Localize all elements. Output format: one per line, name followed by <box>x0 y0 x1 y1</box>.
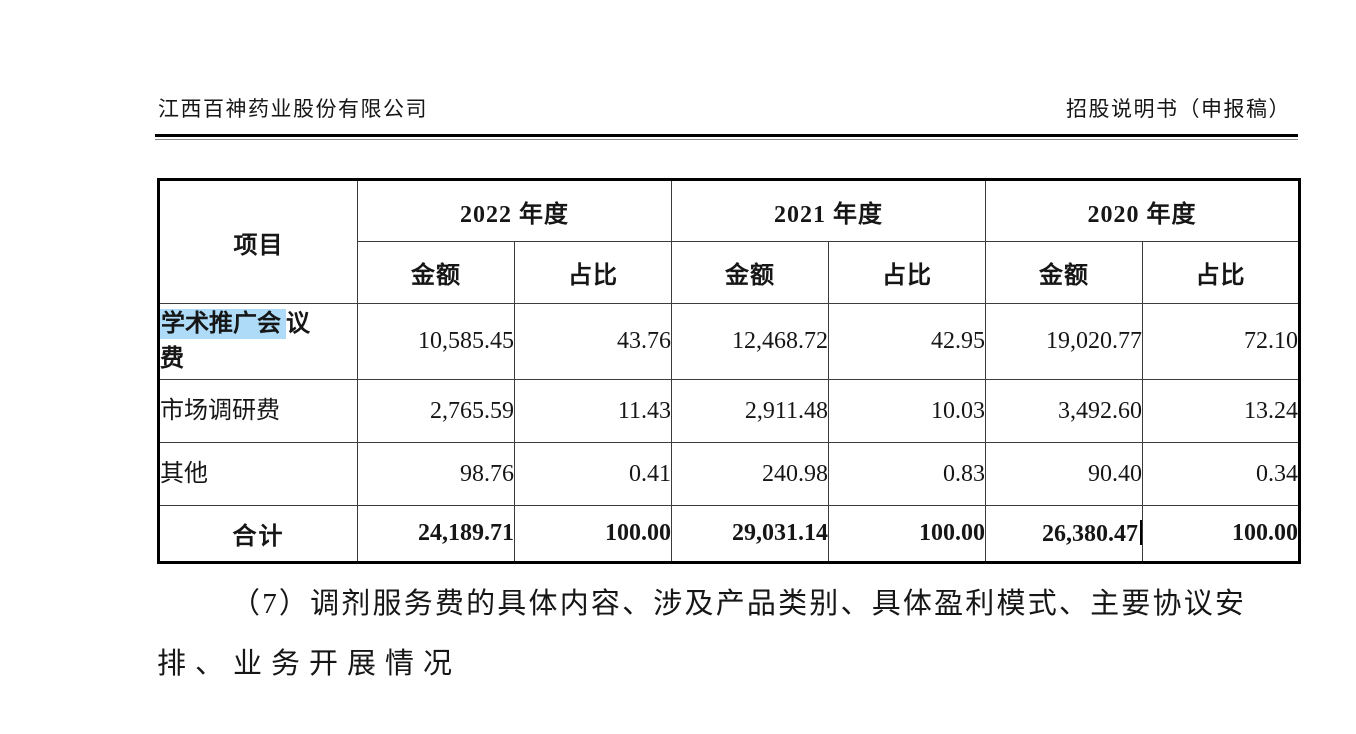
company-name: 江西百神药业股份有限公司 <box>158 97 428 121</box>
table-row-academic-promotion: 学术推广会议 费 10,585.45 43.76 12,468.72 42.95… <box>158 303 1300 380</box>
cell-value[interactable]: 10,585.45 <box>357 303 515 380</box>
sub-header-ratio-2021[interactable]: 占比 <box>828 241 986 304</box>
sub-header-amount-2021[interactable]: 金额 <box>671 241 829 304</box>
row-label-market-research[interactable]: 市场调研费 <box>158 379 358 443</box>
cell-value[interactable]: 13.24 <box>1142 379 1300 443</box>
cell-value[interactable]: 10.03 <box>828 379 986 443</box>
cell-value[interactable]: 0.41 <box>514 442 672 506</box>
cell-value[interactable]: 42.95 <box>828 303 986 380</box>
running-head: 江西百神药业股份有限公司 招股说明书（申报稿） <box>158 93 1291 123</box>
sub-header-amount-2022[interactable]: 金额 <box>357 241 515 304</box>
paragraph-line-2[interactable]: 排、业务开展情况 <box>157 648 462 680</box>
cell-value[interactable]: 100.00 <box>1142 505 1300 563</box>
cell-value[interactable]: 2,765.59 <box>357 379 515 443</box>
document-type-label: 招股说明书（申报稿） <box>1066 97 1291 121</box>
column-header-item[interactable]: 项目 <box>158 179 358 304</box>
column-header-2022[interactable]: 2022 年度 <box>357 179 672 242</box>
text-cursor <box>1140 519 1142 545</box>
cell-value[interactable]: 240.98 <box>671 442 829 506</box>
sub-header-amount-2020[interactable]: 金额 <box>985 241 1143 304</box>
header-divider-thin-line <box>155 139 1298 140</box>
paragraph-line-1[interactable]: （7）调剂服务费的具体内容、涉及产品类别、具体盈利模式、主要协议安 <box>231 588 1247 620</box>
cell-value[interactable]: 29,031.14 <box>671 505 829 563</box>
cell-value[interactable]: 100.00 <box>514 505 672 563</box>
cell-value[interactable]: 90.40 <box>985 442 1143 506</box>
header-divider <box>155 134 1298 140</box>
cell-value[interactable]: 11.43 <box>514 379 672 443</box>
row-label-other[interactable]: 其他 <box>158 442 358 506</box>
cell-value[interactable]: 0.34 <box>1142 442 1300 506</box>
column-header-2021[interactable]: 2021 年度 <box>671 179 986 242</box>
sub-header-ratio-2022[interactable]: 占比 <box>514 241 672 304</box>
sub-header-ratio-2020[interactable]: 占比 <box>1142 241 1300 304</box>
cell-value[interactable]: 98.76 <box>357 442 515 506</box>
cell-value[interactable]: 24,189.71 <box>357 505 515 563</box>
cell-value[interactable]: 0.83 <box>828 442 986 506</box>
expense-table: 项目 2022 年度 2021 年度 2020 年度 金额 占比 金额 占比 金… <box>157 178 1301 564</box>
column-header-2020[interactable]: 2020 年度 <box>985 179 1300 242</box>
body-paragraph[interactable]: （7）调剂服务费的具体内容、涉及产品类别、具体盈利模式、主要协议安 排、业务开展… <box>157 574 1302 694</box>
header-divider-thick-line <box>155 134 1298 137</box>
cell-value[interactable]: 2,911.48 <box>671 379 829 443</box>
cell-value[interactable]: 3,492.60 <box>985 379 1143 443</box>
cell-value[interactable]: 12,468.72 <box>671 303 829 380</box>
table-row-other: 其他 98.76 0.41 240.98 0.83 90.40 0.34 <box>158 442 1300 506</box>
selected-text-highlight[interactable]: 学术推广会 <box>160 308 286 339</box>
table-row-year-headers: 项目 2022 年度 2021 年度 2020 年度 <box>158 179 1300 304</box>
table-row-total: 合计 24,189.71 100.00 29,031.14 100.00 26,… <box>158 505 1300 563</box>
cell-value-with-cursor[interactable]: 26,380.47 <box>985 505 1143 563</box>
cell-value[interactable]: 100.00 <box>828 505 986 563</box>
cell-value[interactable]: 72.10 <box>1142 303 1300 380</box>
cell-value[interactable]: 43.76 <box>514 303 672 380</box>
row-label-academic-promotion[interactable]: 学术推广会议 费 <box>158 303 358 380</box>
row-label-total[interactable]: 合计 <box>158 505 358 563</box>
cell-value[interactable]: 19,020.77 <box>985 303 1143 380</box>
table-row-market-research: 市场调研费 2,765.59 11.43 2,911.48 10.03 3,49… <box>158 379 1300 443</box>
